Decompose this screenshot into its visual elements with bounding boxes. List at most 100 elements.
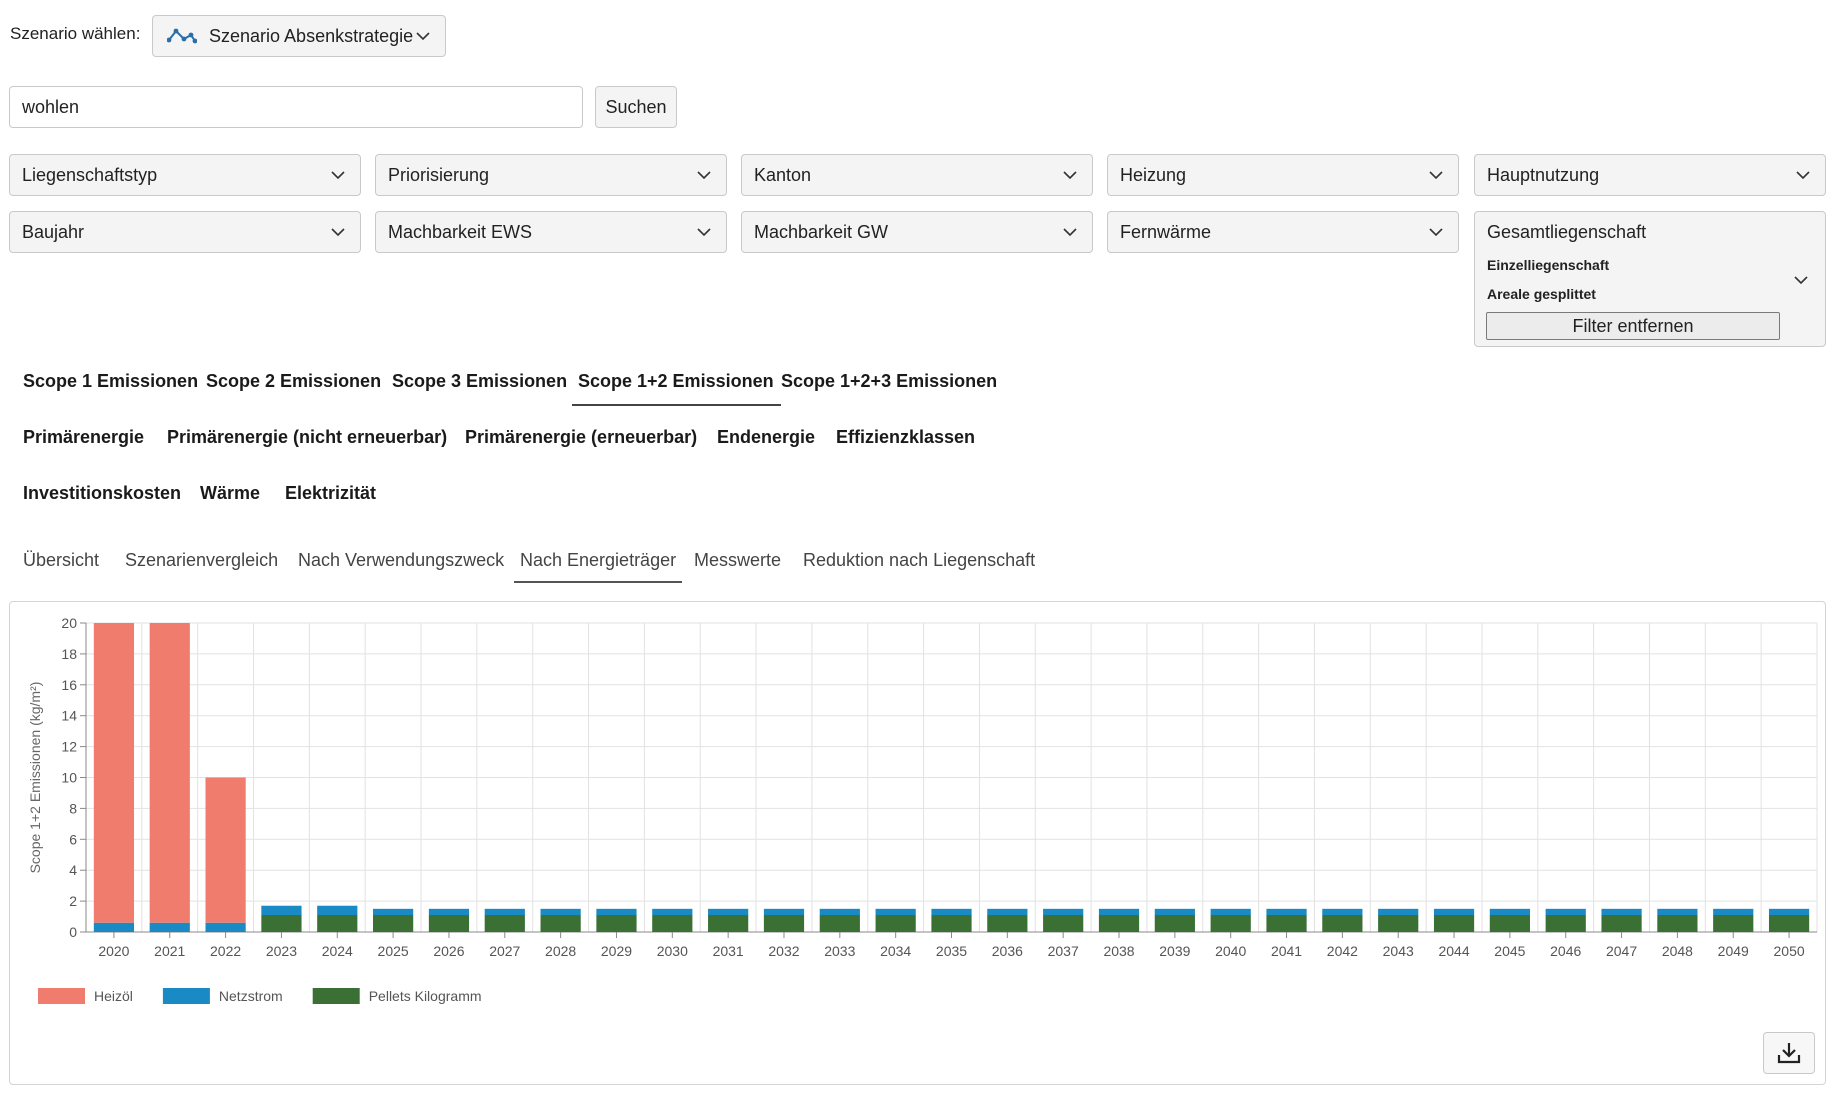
bar-segment [1489,915,1530,932]
tab-waerme[interactable]: Wärme [200,483,261,503]
filter-priorisierung[interactable]: Priorisierung [375,154,727,196]
download-button[interactable] [1763,1032,1815,1074]
legend-swatch [162,988,210,1004]
y-tick-label: 2 [69,893,77,909]
tab-endenergie[interactable]: Endenergie [717,427,816,447]
tab-scope-2[interactable]: Scope 2 Emissionen [206,371,382,391]
x-tick-label: 2025 [378,943,409,959]
filter-kanton[interactable]: Kanton [741,154,1093,196]
filter-label: Kanton [754,164,812,185]
x-tick-label: 2024 [322,943,353,959]
x-tick-label: 2042 [1327,943,1358,959]
tab-scope-1-2-3[interactable]: Scope 1+2+3 Emissionen [781,371,998,391]
remove-filter-button[interactable]: Filter entfernen [1486,312,1780,340]
bar-segment [93,922,135,932]
search-button[interactable]: Suchen [595,86,677,128]
aggregation-option-einzel[interactable]: Einzelliegenschaft [1487,257,1610,273]
tab-primaerenergie-erneuerbar[interactable]: Primärenergie (erneuerbar) [465,427,698,447]
x-tick-label: 2029 [601,943,632,959]
view-tab-energietraeger[interactable]: Nach Energieträger [514,550,683,583]
y-tick-label: 0 [69,924,77,940]
filter-baujahr[interactable]: Baujahr [9,211,361,253]
x-tick-label: 2044 [1438,943,1469,959]
bar-segment [484,915,525,932]
x-tick-label: 2022 [210,943,241,959]
filter-liegenschaftstyp[interactable]: Liegenschaftstyp [9,154,361,196]
tab-scope-1-2[interactable]: Scope 1+2 Emissionen [572,371,781,406]
tab-investitionskosten[interactable]: Investitionskosten [23,483,182,503]
filter-label: Hauptnutzung [1487,164,1600,185]
chevron-down-icon [416,32,430,41]
filter-hauptnutzung[interactable]: Hauptnutzung [1474,154,1826,196]
aggregation-option-gesamt[interactable]: Gesamtliegenschaft [1487,222,1647,242]
bar-segment [1378,908,1419,916]
legend-swatch [312,988,360,1004]
emissions-chart: 0 2 4 6 8 10 12 14 16 18 20 Scope 1+2 Emissionen (k… [27,615,1818,1004]
y-tick-label: 20 [61,615,77,631]
scenario-label: Szenario wählen: [10,24,141,43]
chevron-down-icon [331,228,345,237]
view-tab-messwerte[interactable]: Messwerte [694,550,782,570]
chevron-down-icon [1794,276,1808,285]
filter-machbarkeit-ews[interactable]: Machbarkeit EWS [375,211,727,253]
bar-segment [205,922,246,932]
bar-segment [763,908,805,916]
download-icon [1777,1043,1801,1064]
x-tick-label: 2036 [992,943,1023,959]
bar-segment [205,777,246,923]
y-tick-label: 10 [61,770,77,786]
tab-scope-3[interactable]: Scope 3 Emissionen [392,371,568,391]
line-chart-icon [167,28,197,44]
x-tick-label: 2043 [1383,943,1414,959]
view-tab-reduktion[interactable]: Reduktion nach Liegenschaft [803,550,1036,570]
view-tab-uebersicht[interactable]: Übersicht [23,550,100,570]
x-tick-label: 2047 [1606,943,1637,959]
bar-segment [1545,915,1586,932]
bar-segment [596,915,637,932]
y-tick-label: 18 [61,646,77,662]
x-tick-label: 2027 [489,943,520,959]
x-tick-label: 2048 [1662,943,1693,959]
filter-machbarkeit-gw[interactable]: Machbarkeit GW [741,211,1093,253]
aggregation-option-areale[interactable]: Areale gesplittet [1487,286,1596,302]
y-axis-label: Scope 1+2 Emissionen (kg/m²) [27,682,43,874]
bar-segment [1210,908,1251,916]
legend-label: Heizöl [94,988,133,1004]
bar-segment [875,915,916,932]
bar-segment [1266,908,1307,916]
filter-fernwaerme[interactable]: Fernwärme [1107,211,1459,253]
filter-label: Machbarkeit EWS [388,221,533,242]
bar-segment [1322,908,1363,916]
x-tick-label: 2034 [880,943,911,959]
bar-segment [1043,915,1084,932]
bar-segment [149,922,190,932]
bar-segment [1545,908,1586,916]
tab-primaerenergie-nicht-erneuerbar[interactable]: Primärenergie (nicht erneuerbar) [167,427,448,447]
search-input[interactable] [9,86,583,128]
bar-segment [261,905,302,916]
bar-segment [373,915,414,932]
bar-segment [763,915,805,932]
aggregation-select[interactable]: Gesamtliegenschaft Einzelliegenschaft Ar… [1474,211,1826,347]
tab-effizienzklassen[interactable]: Effizienzklassen [836,427,976,447]
legend-swatch [38,988,85,1004]
tab-elektrizitaet[interactable]: Elektrizität [285,483,377,503]
bar-segment [540,908,581,916]
bar-segment [317,915,358,932]
legend-label: Netzstrom [219,988,283,1004]
bar-segment [1098,915,1140,932]
view-tab-verwendungszweck[interactable]: Nach Verwendungszweck [298,550,505,570]
bar-segment [317,905,358,916]
scenario-select[interactable]: Szenario Absenkstrategie [152,15,446,57]
x-tick-label: 2045 [1494,943,1525,959]
bar-segment [1489,908,1530,916]
chevron-down-icon [697,228,711,237]
view-tab-szenarienvergleich[interactable]: Szenarienvergleich [125,550,279,570]
x-tick-label: 2050 [1774,943,1805,959]
tab-scope-1[interactable]: Scope 1 Emissionen [23,371,199,391]
y-tick-label: 8 [69,800,77,816]
tab-primaerenergie[interactable]: Primärenergie [23,427,145,447]
filter-heizung[interactable]: Heizung [1107,154,1459,196]
bar-segment [652,915,693,932]
bar-segment [484,908,525,916]
